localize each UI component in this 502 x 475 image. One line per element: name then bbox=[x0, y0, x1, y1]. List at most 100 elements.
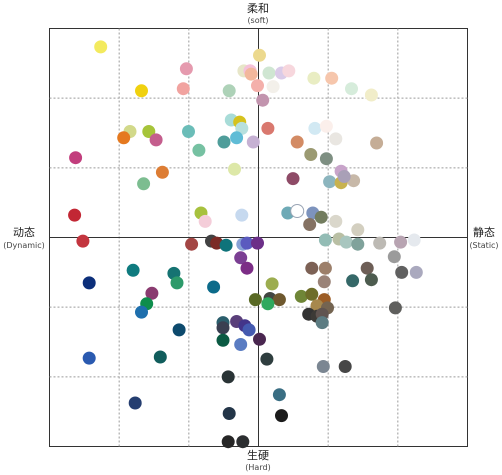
scatter-point bbox=[236, 435, 250, 449]
scatter-point bbox=[155, 165, 169, 179]
scatter-point bbox=[394, 235, 408, 249]
scatter-point bbox=[305, 261, 319, 275]
scatter-point bbox=[409, 265, 423, 279]
scatter-point bbox=[216, 321, 230, 335]
scatter-point bbox=[221, 435, 235, 449]
scatter-point bbox=[337, 170, 351, 183]
bottom-axis-sublabel: (Hard) bbox=[245, 463, 270, 472]
scatter-point bbox=[286, 172, 300, 186]
scatter-point bbox=[308, 121, 322, 135]
scatter-point bbox=[339, 235, 353, 249]
scatter-point bbox=[126, 263, 140, 277]
scatter-point bbox=[234, 251, 248, 265]
scatter-point bbox=[319, 119, 333, 133]
left-axis-label: 动态 bbox=[13, 226, 35, 239]
scatter-point bbox=[182, 125, 195, 138]
right-axis-label: 静态 bbox=[473, 225, 495, 239]
scatter-point bbox=[253, 48, 266, 62]
scatter-point bbox=[222, 407, 236, 420]
scatter-point bbox=[135, 305, 148, 319]
scatter-point bbox=[345, 82, 358, 96]
scatter-point bbox=[307, 71, 321, 85]
scatter-point bbox=[253, 332, 266, 346]
scatter-point bbox=[294, 289, 308, 303]
scatter-point bbox=[338, 360, 352, 373]
scatter-point bbox=[290, 135, 304, 149]
scatter-point bbox=[305, 287, 319, 301]
data-points bbox=[68, 40, 423, 449]
scatter-point bbox=[82, 351, 96, 365]
scatter-point bbox=[370, 136, 384, 150]
scatter-point bbox=[170, 276, 184, 290]
scatter-point bbox=[388, 301, 402, 315]
scatter-point bbox=[318, 233, 332, 247]
top-axis-sublabel: (soft) bbox=[247, 16, 268, 25]
scatter-point bbox=[145, 286, 159, 300]
scatter-point bbox=[219, 238, 233, 252]
scatter-point bbox=[319, 152, 333, 166]
scatter-point bbox=[230, 131, 244, 145]
scatter-point bbox=[248, 293, 262, 307]
scatter-point bbox=[329, 214, 343, 228]
scatter-point bbox=[244, 67, 258, 81]
scatter-point bbox=[142, 125, 156, 138]
scatter-point bbox=[360, 261, 374, 275]
scatter-point bbox=[265, 277, 279, 291]
bottom-axis-label: 生硬 bbox=[247, 448, 269, 462]
scatter-point bbox=[179, 62, 193, 76]
scatter-point bbox=[251, 236, 264, 250]
scatter-point bbox=[290, 204, 305, 218]
scatter-point bbox=[304, 148, 318, 161]
scatter-point bbox=[172, 323, 186, 337]
scatter-point bbox=[251, 79, 264, 93]
scatter-point bbox=[76, 234, 90, 248]
scatter-point bbox=[246, 135, 260, 149]
scatter-point bbox=[207, 280, 221, 294]
scatter-point bbox=[192, 143, 206, 157]
scatter-point bbox=[272, 388, 286, 402]
scatter-point bbox=[260, 352, 274, 366]
scatter-point bbox=[240, 236, 254, 250]
scatter-point bbox=[82, 276, 96, 290]
scatter-point bbox=[261, 121, 275, 135]
scatter-point bbox=[153, 350, 167, 364]
scatter-point bbox=[364, 88, 378, 102]
scatter-point bbox=[315, 316, 329, 330]
scatter-point bbox=[234, 338, 248, 351]
scatter-point bbox=[325, 71, 339, 85]
scatter-point bbox=[176, 82, 190, 96]
right-axis-sublabel: (Static) bbox=[469, 241, 498, 250]
scatter-point bbox=[303, 218, 317, 231]
scatter-point bbox=[217, 135, 231, 149]
scatter-point bbox=[242, 323, 256, 337]
scatter-point bbox=[351, 223, 365, 237]
scatter-point bbox=[275, 409, 288, 423]
scatter-point bbox=[316, 360, 330, 373]
scatter-point bbox=[323, 175, 337, 189]
scatter-point bbox=[266, 80, 280, 94]
scatter-point bbox=[240, 261, 254, 275]
scatter-point bbox=[222, 84, 236, 98]
scatter-point bbox=[149, 133, 163, 147]
scatter-point bbox=[314, 210, 328, 224]
scatter-point bbox=[329, 132, 343, 146]
scatter-point bbox=[318, 261, 332, 275]
scatter-point bbox=[69, 151, 83, 165]
scatter-point bbox=[128, 396, 142, 410]
scatter-point bbox=[235, 208, 249, 222]
scatter-point bbox=[346, 274, 360, 288]
scatter-point bbox=[317, 275, 331, 289]
scatter-point bbox=[261, 297, 275, 311]
scatter-point bbox=[395, 265, 409, 279]
scatter-point bbox=[198, 214, 212, 228]
scatter-point bbox=[68, 208, 82, 222]
scatter-point bbox=[185, 237, 199, 251]
scatter-point bbox=[272, 293, 286, 307]
scatter-point bbox=[262, 66, 276, 80]
scatter-point bbox=[407, 233, 421, 247]
top-axis-label: 柔和 bbox=[247, 2, 269, 15]
scatter-point bbox=[282, 64, 296, 78]
scatter-point bbox=[135, 84, 148, 98]
scatter-point bbox=[364, 273, 378, 287]
